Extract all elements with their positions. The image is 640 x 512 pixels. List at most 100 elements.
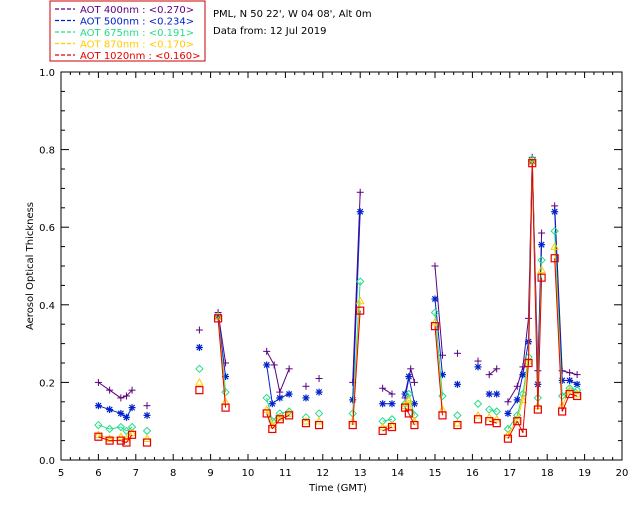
data-point bbox=[105, 434, 114, 442]
data-point bbox=[484, 412, 494, 421]
legend-label: AOT 1020nm : <0.160> bbox=[80, 51, 200, 62]
series-segment bbox=[279, 414, 290, 420]
data-point bbox=[431, 295, 439, 303]
data-point bbox=[558, 407, 567, 416]
data-point bbox=[116, 436, 125, 445]
data-point bbox=[410, 400, 418, 408]
x-tick-label: 6 bbox=[95, 468, 101, 479]
series-segment bbox=[410, 368, 415, 383]
series-segment bbox=[98, 381, 110, 391]
series-segment bbox=[522, 318, 529, 367]
data-point bbox=[453, 349, 461, 357]
data-point bbox=[519, 371, 527, 379]
data-point bbox=[222, 359, 230, 367]
series-segment bbox=[109, 389, 122, 399]
data-point bbox=[538, 241, 546, 249]
data-point bbox=[356, 306, 365, 315]
y-tick-label: 0.2 bbox=[39, 378, 55, 389]
date-label: Data from: 12 Jul 2019 bbox=[213, 26, 326, 37]
data-point bbox=[349, 396, 357, 404]
series-segment bbox=[279, 393, 290, 399]
data-point bbox=[106, 386, 114, 394]
data-point bbox=[404, 389, 414, 399]
series-segment bbox=[382, 418, 393, 422]
data-point bbox=[453, 380, 461, 388]
series-segment bbox=[522, 362, 529, 433]
data-point bbox=[550, 226, 559, 236]
series-segment bbox=[516, 366, 524, 387]
data-point bbox=[513, 396, 521, 404]
series-segment bbox=[271, 418, 281, 430]
data-point bbox=[474, 363, 482, 371]
y-tick-label: 1.0 bbox=[39, 68, 55, 79]
data-point bbox=[410, 378, 418, 386]
data-point bbox=[94, 420, 103, 430]
data-point bbox=[404, 409, 413, 418]
data-point bbox=[285, 411, 294, 420]
series-segment bbox=[489, 409, 497, 412]
series-segment bbox=[352, 192, 361, 383]
y-tick-label: 0.6 bbox=[39, 223, 55, 234]
data-point bbox=[566, 369, 574, 377]
data-point bbox=[117, 409, 125, 417]
legend-label: AOT 870nm : <0.170> bbox=[80, 40, 194, 51]
data-point bbox=[430, 317, 440, 326]
data-point bbox=[566, 376, 574, 384]
data-point bbox=[537, 255, 546, 265]
series-segment bbox=[434, 312, 443, 397]
data-point bbox=[387, 415, 397, 424]
data-point bbox=[122, 438, 131, 447]
series-segment bbox=[217, 312, 227, 364]
series-segment bbox=[528, 163, 533, 364]
legend: AOT 400nm : <0.270>AOT 500nm : <0.234>AO… bbox=[49, 0, 206, 62]
data-point bbox=[387, 422, 397, 432]
data-point bbox=[195, 343, 203, 351]
data-point bbox=[284, 407, 294, 416]
series-segment bbox=[516, 374, 524, 400]
data-point bbox=[195, 386, 204, 395]
data-point bbox=[430, 308, 440, 317]
data-point bbox=[537, 273, 546, 282]
series-segment bbox=[382, 387, 393, 395]
data-point bbox=[122, 392, 130, 400]
series-segment bbox=[120, 440, 127, 444]
data-point bbox=[550, 242, 560, 250]
series-segment bbox=[266, 351, 275, 366]
data-point bbox=[301, 413, 311, 422]
data-point bbox=[558, 376, 566, 384]
data-point bbox=[94, 378, 102, 386]
axes: 5 6 7 8 9 10 11 12 13 14 15 16 17 18 19 20 0.0 0.2 0.4 0.6 0… bbox=[39, 68, 628, 479]
data-point bbox=[195, 326, 203, 334]
data-point bbox=[142, 438, 152, 447]
x-tick-label: 16 bbox=[466, 468, 479, 479]
data-point bbox=[262, 409, 271, 418]
x-tick-label: 7 bbox=[133, 468, 139, 479]
series-segment bbox=[554, 211, 563, 381]
data-point bbox=[387, 420, 397, 429]
x-tick-label: 13 bbox=[354, 468, 367, 479]
data-point bbox=[378, 416, 387, 426]
data-point bbox=[573, 391, 582, 401]
series-segment bbox=[434, 298, 443, 375]
data-point bbox=[268, 400, 276, 408]
series-segment bbox=[507, 386, 518, 403]
data-point bbox=[143, 411, 151, 419]
x-tick-label: 17 bbox=[503, 468, 516, 479]
data-point bbox=[142, 434, 152, 442]
data-point bbox=[513, 417, 522, 426]
data-point bbox=[504, 398, 512, 406]
data-point bbox=[221, 403, 230, 412]
data-point bbox=[533, 405, 542, 414]
data-point bbox=[573, 371, 581, 379]
data-point bbox=[302, 382, 310, 390]
series-aot-1020nm bbox=[94, 159, 582, 447]
series-segment bbox=[266, 413, 273, 430]
legend-label: AOT 400nm : <0.270> bbox=[80, 5, 194, 16]
data-point bbox=[314, 416, 324, 425]
data-point bbox=[127, 422, 137, 432]
x-tick-label: 5 bbox=[58, 468, 64, 479]
x-tick-label: 12 bbox=[316, 468, 329, 479]
data-point bbox=[285, 365, 293, 373]
